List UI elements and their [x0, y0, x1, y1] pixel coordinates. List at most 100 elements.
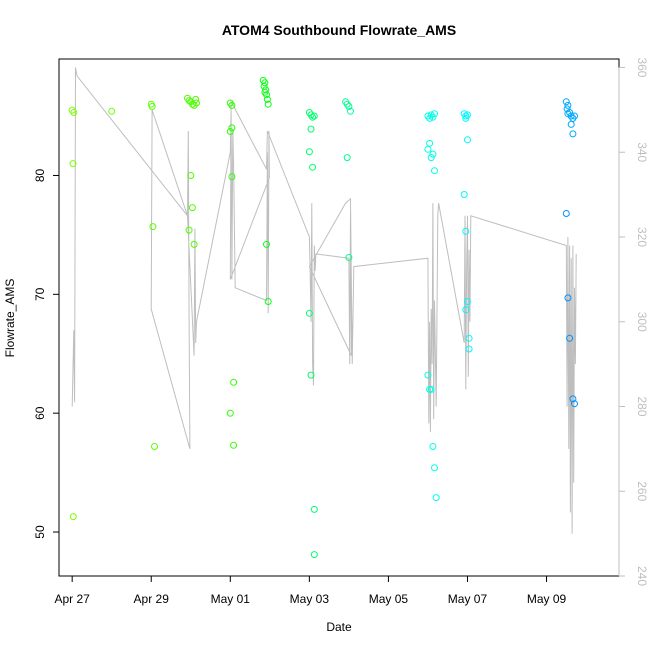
- data-point: [431, 167, 438, 175]
- data-point: [185, 226, 193, 234]
- data-point: [264, 298, 272, 305]
- y-tick-label: 70: [33, 287, 47, 301]
- data-point: [426, 139, 434, 147]
- y2-tick-label: 360: [635, 57, 649, 77]
- data-point: [429, 113, 437, 121]
- data-point: [562, 98, 570, 106]
- data-point: [261, 88, 269, 96]
- data-point: [424, 145, 432, 153]
- data-point: [230, 378, 238, 386]
- chart-title: ATOM4 Southbound Flowrate_AMS: [222, 22, 456, 38]
- data-point: [462, 112, 470, 120]
- data-point: [309, 113, 317, 121]
- data-point: [305, 148, 313, 156]
- x-tick-label: Apr 27: [54, 592, 90, 606]
- data-point: [460, 191, 468, 198]
- data-point: [569, 130, 577, 138]
- data-point: [307, 371, 315, 379]
- data-point: [431, 110, 438, 118]
- data-point: [345, 254, 353, 261]
- y2-tick-label: 260: [635, 481, 649, 501]
- x-tick-label: May 01: [211, 592, 251, 606]
- y2-tick-label: 300: [635, 312, 649, 332]
- y2-tick-label: 240: [635, 566, 649, 586]
- plot-frame: [58, 58, 620, 577]
- data-point: [310, 112, 318, 120]
- y-axis: 50 60 70 80: [33, 168, 60, 539]
- data-point: [226, 409, 234, 417]
- y-tick-label: 80: [33, 168, 47, 182]
- data-point: [566, 334, 574, 342]
- x-tick-label: May 05: [369, 592, 409, 606]
- data-point: [462, 114, 470, 122]
- data-point: [305, 309, 313, 317]
- data-point: [345, 103, 353, 110]
- data-point: [462, 227, 470, 235]
- data-point: [193, 99, 200, 107]
- data-point: [464, 298, 471, 305]
- data-point: [230, 441, 238, 449]
- data-point: [190, 240, 198, 248]
- y-axis-label: Flowrate_AMS: [3, 279, 17, 358]
- y-tick-label: 50: [33, 525, 47, 539]
- data-point: [464, 111, 471, 119]
- data-point: [426, 114, 434, 122]
- x-axis-label: Date: [326, 620, 352, 634]
- x-tick-label: May 03: [290, 592, 330, 606]
- data-point: [228, 173, 236, 181]
- data-point: [188, 204, 196, 212]
- data-point: [343, 154, 351, 162]
- data-point: [429, 150, 437, 158]
- data-point: [261, 79, 269, 87]
- data-point: [192, 95, 200, 103]
- data-point: [187, 172, 195, 179]
- data-point: [431, 464, 438, 472]
- flow-line: [71, 67, 577, 534]
- data-point: [566, 109, 574, 116]
- y2-tick-label: 340: [635, 142, 649, 162]
- data-point: [424, 371, 432, 379]
- data-point: [226, 128, 234, 135]
- data-point: [429, 443, 437, 450]
- data-point: [264, 100, 272, 108]
- data-point: [263, 95, 271, 103]
- data-point: [465, 334, 473, 342]
- data-point: [432, 494, 440, 502]
- data-point: [148, 103, 156, 110]
- data-point: [309, 163, 317, 171]
- data-point: [571, 112, 578, 120]
- data-point: [307, 125, 315, 133]
- data-point: [310, 551, 318, 559]
- y2-tick-label: 320: [635, 227, 649, 247]
- data-point: [465, 345, 473, 353]
- y2-tick-label: 280: [635, 396, 649, 416]
- data-point: [69, 160, 77, 168]
- data-point: [571, 400, 578, 408]
- data-point: [228, 101, 236, 109]
- data-point: [310, 505, 318, 513]
- data-point: [108, 107, 116, 115]
- data-point: [564, 294, 572, 302]
- data-point: [564, 101, 572, 109]
- data-point: [427, 385, 435, 393]
- flow-line-series: [71, 67, 577, 534]
- flow-points-series: [68, 76, 578, 559]
- x-axis: Apr 27 Apr 29 May 01 May 03 May 05 May 07 May …: [54, 575, 567, 606]
- data-point: [149, 223, 157, 231]
- data-point: [462, 306, 470, 314]
- x-tick-label: May 09: [527, 592, 567, 606]
- data-point: [228, 124, 236, 132]
- data-point: [427, 154, 435, 162]
- data-point: [151, 443, 158, 450]
- y2-axis: 240 260 280 300 320 340 360: [618, 57, 649, 586]
- data-point: [70, 109, 78, 116]
- data-point: [263, 240, 270, 248]
- data-point: [188, 100, 196, 108]
- x-tick-label: Apr 29: [134, 592, 170, 606]
- data-point: [567, 120, 575, 128]
- data-point: [562, 210, 570, 217]
- data-point: [69, 513, 77, 521]
- data-point: [347, 107, 354, 115]
- data-point: [569, 395, 577, 403]
